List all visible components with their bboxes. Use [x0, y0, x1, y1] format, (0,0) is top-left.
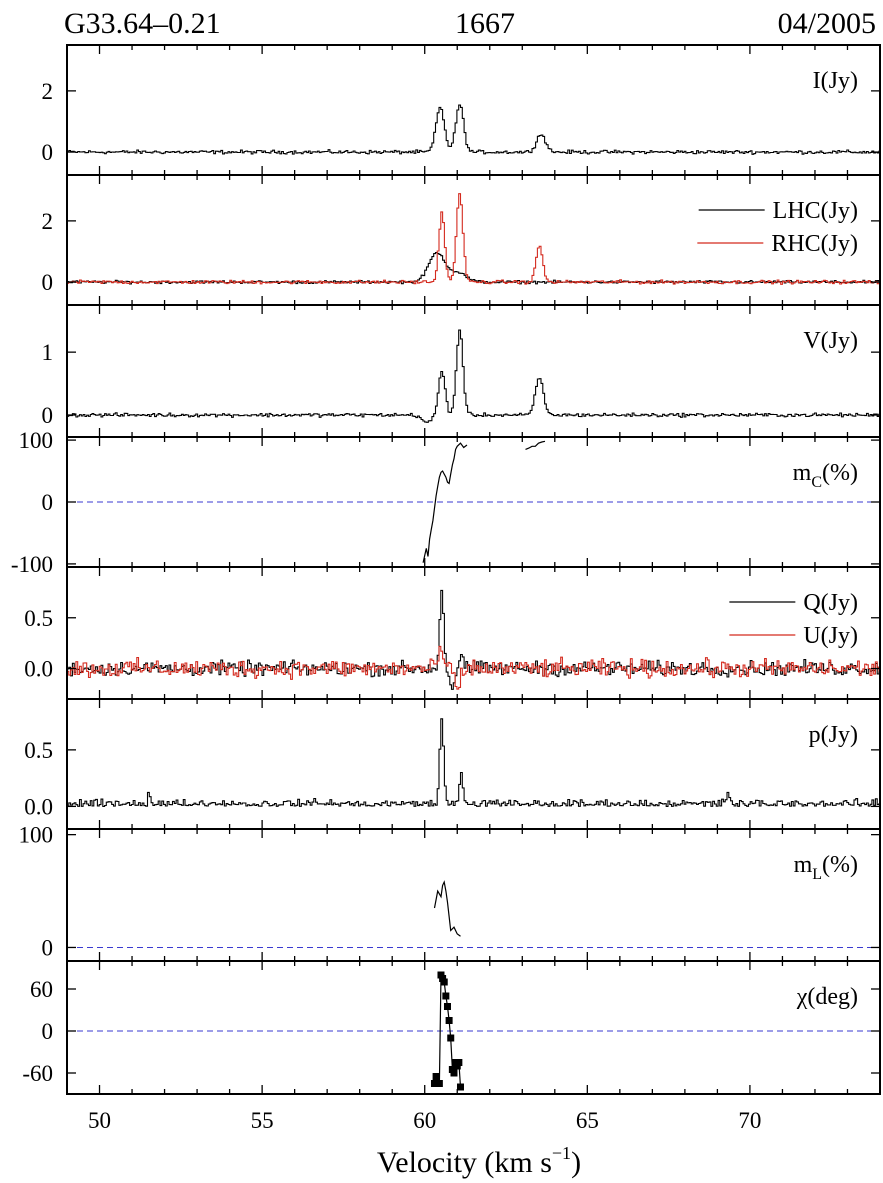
x-tick-label: 65: [576, 1108, 599, 1133]
data-point: [447, 1034, 455, 1042]
series-group-QU: [67, 589, 880, 690]
figure-header: G33.64–0.21 1667 04/2005: [64, 7, 876, 40]
panel-mC: -100 0 100 mC(%): [11, 428, 881, 577]
header-frequency: 1667: [455, 7, 515, 40]
y-tick-label: 1: [42, 340, 54, 365]
y-tick-label: 0.0: [24, 794, 53, 819]
y-tick-label: 0: [42, 140, 54, 165]
y-tick-label: 100: [19, 823, 54, 848]
series-group-p: [67, 718, 880, 807]
panel-frame-QU: [66, 566, 881, 700]
panel-p: 0.0 0.5 p(Jy): [24, 698, 881, 830]
data-point: [445, 1017, 453, 1024]
x-axis-title: Velocity (km s−1): [377, 1143, 581, 1179]
series-p-0: [67, 718, 880, 807]
y-tick-label: 0: [42, 403, 54, 428]
series-group-mL: [433, 880, 461, 937]
panel-label-LR-1: RHC(Jy): [771, 231, 858, 257]
y-tick-label: 0.0: [24, 657, 53, 682]
panel-label-chi-0: χ(deg): [796, 984, 858, 1010]
y-tick-label: 0: [42, 935, 54, 960]
y-tick-label: 0: [42, 490, 54, 515]
y-tick-label: 60: [30, 977, 53, 1002]
panel-label-mL-0: mL(%): [794, 852, 858, 883]
x-tick-label: 50: [88, 1108, 111, 1133]
data-point: [430, 1080, 438, 1087]
series-group-chi: [430, 971, 464, 1091]
panel-frame-chi: [66, 960, 881, 1095]
label-tail: (%): [822, 852, 858, 878]
y-tick-label: 0.5: [24, 738, 53, 763]
panel-label-QU-1: U(Jy): [803, 623, 858, 649]
panel-V: 0 1 V(Jy): [42, 304, 881, 438]
x-tick-label: 60: [413, 1108, 436, 1133]
panel-label-p-0: p(Jy): [809, 722, 858, 748]
y-tick-label: 0: [42, 1019, 54, 1044]
series-QU-1: [67, 645, 880, 690]
y-tick-label: 2: [42, 209, 54, 234]
data-point: [432, 1073, 440, 1080]
panel-label-LR-0: LHC(Jy): [773, 198, 858, 224]
x-axis-title-main: Velocity (km s: [377, 1146, 552, 1179]
panel-frame-p: [66, 698, 881, 830]
panel-LR: 0 2 LHC(Jy) RHC(Jy): [42, 174, 881, 306]
panel-label-V-0: V(Jy): [803, 328, 858, 354]
data-point: [450, 1069, 458, 1077]
x-axis-title-close: ): [571, 1146, 581, 1179]
series-mC-1: [525, 440, 546, 450]
label-main: m: [793, 460, 812, 486]
x-tick-label: 55: [251, 1108, 274, 1133]
y-tick-label: -100: [11, 552, 53, 577]
data-point: [440, 978, 448, 986]
x-axis-title-superscript: −1: [552, 1143, 571, 1163]
label-tail: (%): [822, 460, 858, 486]
series-mL-0: [433, 880, 461, 937]
series-V-0: [67, 329, 880, 423]
series-group-I: [67, 104, 880, 155]
series-LR-1: [67, 193, 880, 285]
data-point: [456, 1083, 464, 1091]
y-tick-label: 0: [42, 270, 54, 295]
panel-frame-mL: [66, 828, 881, 962]
panel-QU: 0.0 0.5 Q(Jy) U(Jy): [24, 566, 881, 700]
series-mC-0: [422, 442, 468, 563]
series-I-0: [67, 104, 880, 155]
panels-group: 02 I(Jy)02 LHC(Jy)RHC(Jy)01 V(Jy)-1000100mC…: [11, 44, 881, 1095]
panel-label-mC-0: mC(%): [793, 460, 858, 491]
data-point: [442, 992, 450, 1000]
panel-frame-LR: [66, 174, 881, 306]
panel-label-QU-0: Q(Jy): [803, 590, 858, 616]
label-sub: L: [812, 866, 822, 883]
panel-mL: 0 100 mL(%): [19, 823, 881, 962]
panel-label-I-0: I(Jy): [813, 68, 858, 94]
label-sub: C: [811, 474, 822, 491]
series-QU-0: [67, 589, 880, 690]
y-tick-label: -60: [22, 1061, 53, 1086]
series-group-mC: [422, 440, 546, 563]
data-point: [455, 1059, 463, 1066]
data-point: [443, 1003, 451, 1010]
series-group-V: [67, 329, 880, 423]
y-tick-label: 0.5: [24, 606, 53, 631]
series-LR-0: [67, 251, 880, 285]
series-group-LR: [67, 193, 880, 285]
panel-frame-I: [66, 44, 881, 176]
panel-chi: -60 0 60 χ(deg): [22, 960, 881, 1095]
label-main: m: [794, 852, 813, 878]
y-tick-label: 2: [42, 79, 54, 104]
header-source: G33.64–0.21: [64, 7, 221, 40]
x-axis: 50 55 60 65 70: [88, 1108, 761, 1133]
header-date: 04/2005: [778, 7, 876, 40]
data-point: [435, 1080, 443, 1087]
x-tick-label: 70: [738, 1108, 761, 1133]
panel-I: 0 2 I(Jy): [42, 44, 881, 176]
y-tick-label: 100: [19, 428, 54, 453]
